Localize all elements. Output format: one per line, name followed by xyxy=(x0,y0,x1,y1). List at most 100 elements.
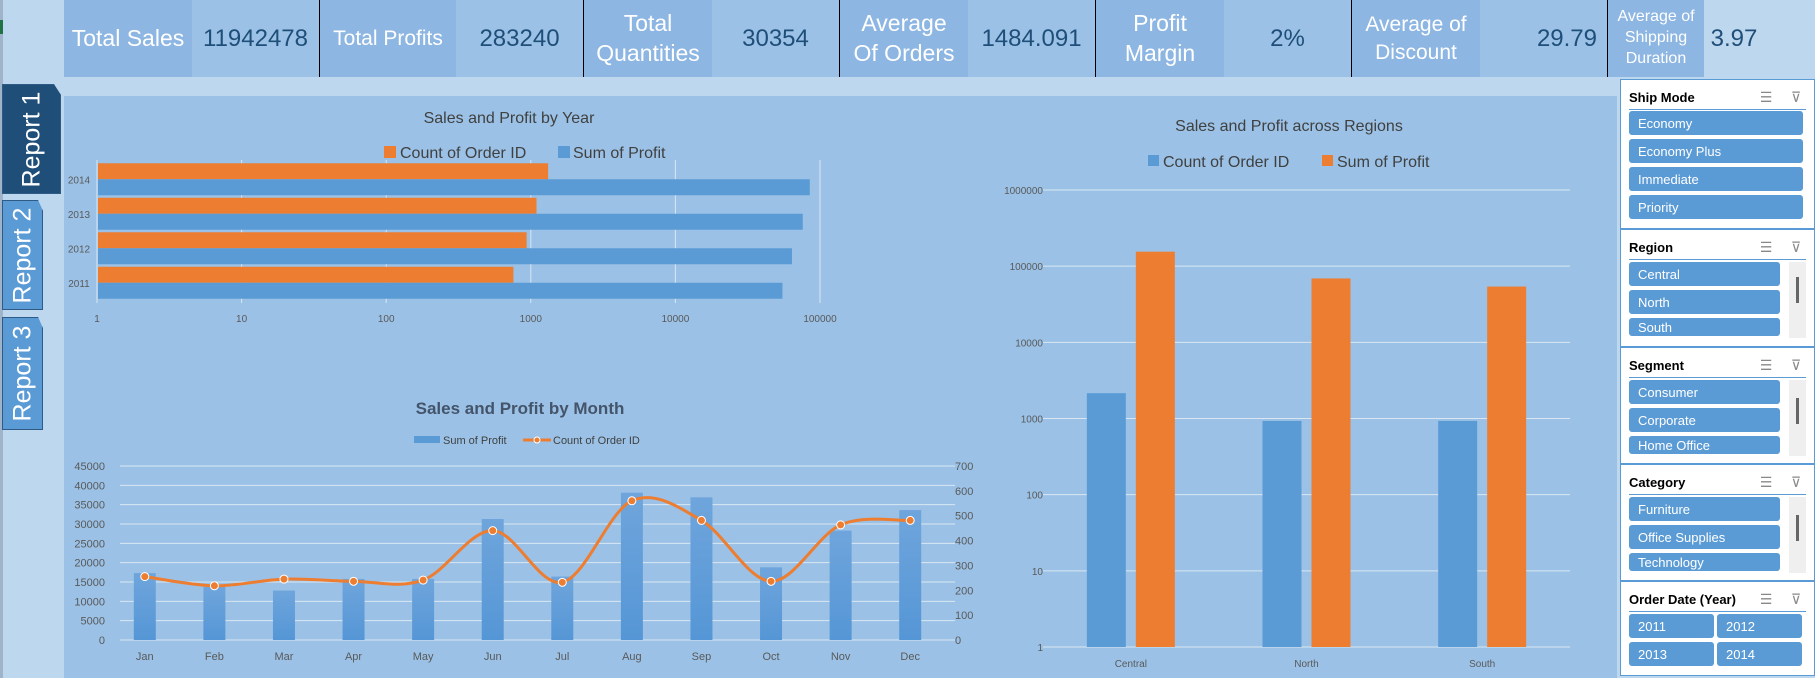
slicer-order-date-header: Order Date (Year) ☰ ⊽ xyxy=(1629,588,1806,612)
slicer-item[interactable]: North xyxy=(1629,290,1780,314)
region-legend-swatch-orders xyxy=(1148,155,1159,166)
window-edge xyxy=(0,0,3,678)
year-legend-swatch-orders xyxy=(384,146,396,158)
kpi-value-total-profits: 283240 xyxy=(456,0,584,77)
region-y-tick-label: 1000000 xyxy=(1004,186,1043,197)
scroll-thumb[interactable] xyxy=(1796,398,1799,424)
slicer-item[interactable]: Office Supplies xyxy=(1629,525,1780,549)
slicer-item[interactable]: 2011 xyxy=(1629,614,1714,638)
slicer-category-header: Category ☰ ⊽ xyxy=(1629,471,1806,495)
clear-filter-icon[interactable]: ⊽ xyxy=(1790,357,1802,373)
slicer-category: Category ☰ ⊽ Furniture Office Supplies T… xyxy=(1620,464,1815,581)
month-orders-point xyxy=(836,520,846,530)
slicer-segment-scrollbar[interactable] xyxy=(1789,380,1806,456)
year-category-label: 2011 xyxy=(68,279,90,290)
region-y-tick-label: 100 xyxy=(1026,491,1043,502)
multi-select-icon[interactable]: ☰ xyxy=(1759,591,1773,607)
region-y-tick-label: 1 xyxy=(1037,643,1043,654)
clear-filter-icon[interactable]: ⊽ xyxy=(1790,239,1802,255)
month-y2-tick-label: 400 xyxy=(955,536,973,548)
year-bar-profit xyxy=(98,213,803,230)
month-y2-tick-label: 700 xyxy=(955,461,973,473)
month-bar xyxy=(551,576,574,640)
month-orders-point xyxy=(696,515,706,525)
scroll-thumb[interactable] xyxy=(1796,515,1799,541)
multi-select-icon[interactable]: ☰ xyxy=(1759,89,1773,105)
region-chart[interactable]: Sales and Profit across Regions Count of… xyxy=(1004,118,1570,670)
month-legend-swatch-profit xyxy=(414,436,440,443)
tab-report-3[interactable]: Report 3 xyxy=(2,317,43,430)
month-category-label: May xyxy=(413,651,434,663)
month-orders-point xyxy=(140,572,150,582)
region-legend-swatch-profit xyxy=(1322,155,1333,166)
year-bar-orders xyxy=(98,232,527,249)
slicer-item[interactable]: Consumer xyxy=(1629,380,1780,404)
slicer-item[interactable]: Furniture xyxy=(1629,497,1780,521)
year-x-tick-label: 1 xyxy=(94,314,100,325)
clear-filter-icon[interactable]: ⊽ xyxy=(1790,474,1802,490)
month-y-tick-label: 20000 xyxy=(74,558,105,570)
year-category-label: 2012 xyxy=(68,244,91,255)
slicer-item[interactable]: 2013 xyxy=(1629,642,1714,666)
kpi-label-total-quantities: Total Quantities xyxy=(584,0,712,77)
multi-select-icon[interactable]: ☰ xyxy=(1759,357,1773,373)
year-category-label: 2013 xyxy=(68,210,91,221)
month-orders-point xyxy=(557,577,567,587)
year-chart[interactable]: Sales and Profit by Year Count of Order … xyxy=(68,110,837,325)
slicer-item[interactable]: Economy Plus xyxy=(1629,139,1803,163)
month-bar xyxy=(272,590,295,640)
clear-filter-icon[interactable]: ⊽ xyxy=(1790,591,1802,607)
tab-report-1[interactable]: Report 1 xyxy=(2,84,61,194)
month-bar xyxy=(481,518,504,640)
month-category-label: Jun xyxy=(484,651,502,663)
region-legend-orders: Count of Order ID xyxy=(1163,154,1289,171)
slicer-category-scrollbar[interactable] xyxy=(1789,497,1806,573)
kpi-value-average-shipping: 3.97 xyxy=(1704,0,1764,77)
scroll-thumb[interactable] xyxy=(1796,277,1799,303)
month-legend-profit: Sum of Profit xyxy=(443,435,507,447)
region-bar-orders xyxy=(1086,393,1126,647)
month-y2-tick-label: 500 xyxy=(955,511,973,523)
slicer-item[interactable]: Priority xyxy=(1629,195,1803,219)
month-y2-tick-label: 0 xyxy=(955,635,961,647)
multi-select-icon[interactable]: ☰ xyxy=(1759,474,1773,490)
month-orders-point xyxy=(418,575,428,585)
month-orders-point xyxy=(905,515,915,525)
month-legend-orders: Count of Order ID xyxy=(553,435,640,447)
kpi-label-total-profits: Total Profits xyxy=(320,0,456,77)
month-orders-line xyxy=(144,496,911,588)
month-category-label: Aug xyxy=(622,651,642,663)
slicer-item[interactable]: Corporate xyxy=(1629,408,1780,432)
kpi-label-average-discount: Average of Discount xyxy=(1352,0,1480,77)
slicer-item[interactable]: South xyxy=(1629,318,1780,336)
region-y-tick-label: 10000 xyxy=(1015,338,1043,349)
slicer-item[interactable]: Central xyxy=(1629,262,1780,286)
month-orders-point xyxy=(488,526,498,536)
tab-report-2[interactable]: Report 2 xyxy=(2,200,43,310)
month-orders-point xyxy=(766,576,776,586)
year-legend-orders: Count of Order ID xyxy=(400,145,526,162)
year-bar-profit xyxy=(98,248,792,265)
slicer-category-title: Category xyxy=(1629,475,1686,490)
kpi-label-profit-margin: Profit Margin xyxy=(1096,0,1224,77)
slicer-region-scrollbar[interactable] xyxy=(1789,262,1806,338)
month-chart[interactable]: Sales and Profit by Month Sum of Profit … xyxy=(74,399,973,663)
slicer-item[interactable]: 2014 xyxy=(1717,642,1802,666)
slicer-item[interactable]: Immediate xyxy=(1629,167,1803,191)
slicer-item[interactable]: Technology xyxy=(1629,553,1780,571)
slicer-region-title: Region xyxy=(1629,240,1674,255)
slicer-item[interactable]: Economy xyxy=(1629,111,1803,135)
year-bar-profit xyxy=(98,179,810,196)
month-y2-tick-label: 600 xyxy=(955,486,973,498)
year-bar-orders xyxy=(98,266,514,283)
slicer-ship-mode-title: Ship Mode xyxy=(1629,90,1695,105)
kpi-label-average-orders: Average Of Orders xyxy=(840,0,968,77)
month-category-label: Sep xyxy=(692,651,712,663)
month-category-label: Apr xyxy=(345,651,362,663)
multi-select-icon[interactable]: ☰ xyxy=(1759,239,1773,255)
region-legend-profit: Sum of Profit xyxy=(1337,154,1430,171)
slicer-item[interactable]: 2012 xyxy=(1717,614,1802,638)
slicer-item[interactable]: Home Office xyxy=(1629,436,1780,454)
clear-filter-icon[interactable]: ⊽ xyxy=(1790,89,1802,105)
excel-edge-marker xyxy=(0,20,3,34)
